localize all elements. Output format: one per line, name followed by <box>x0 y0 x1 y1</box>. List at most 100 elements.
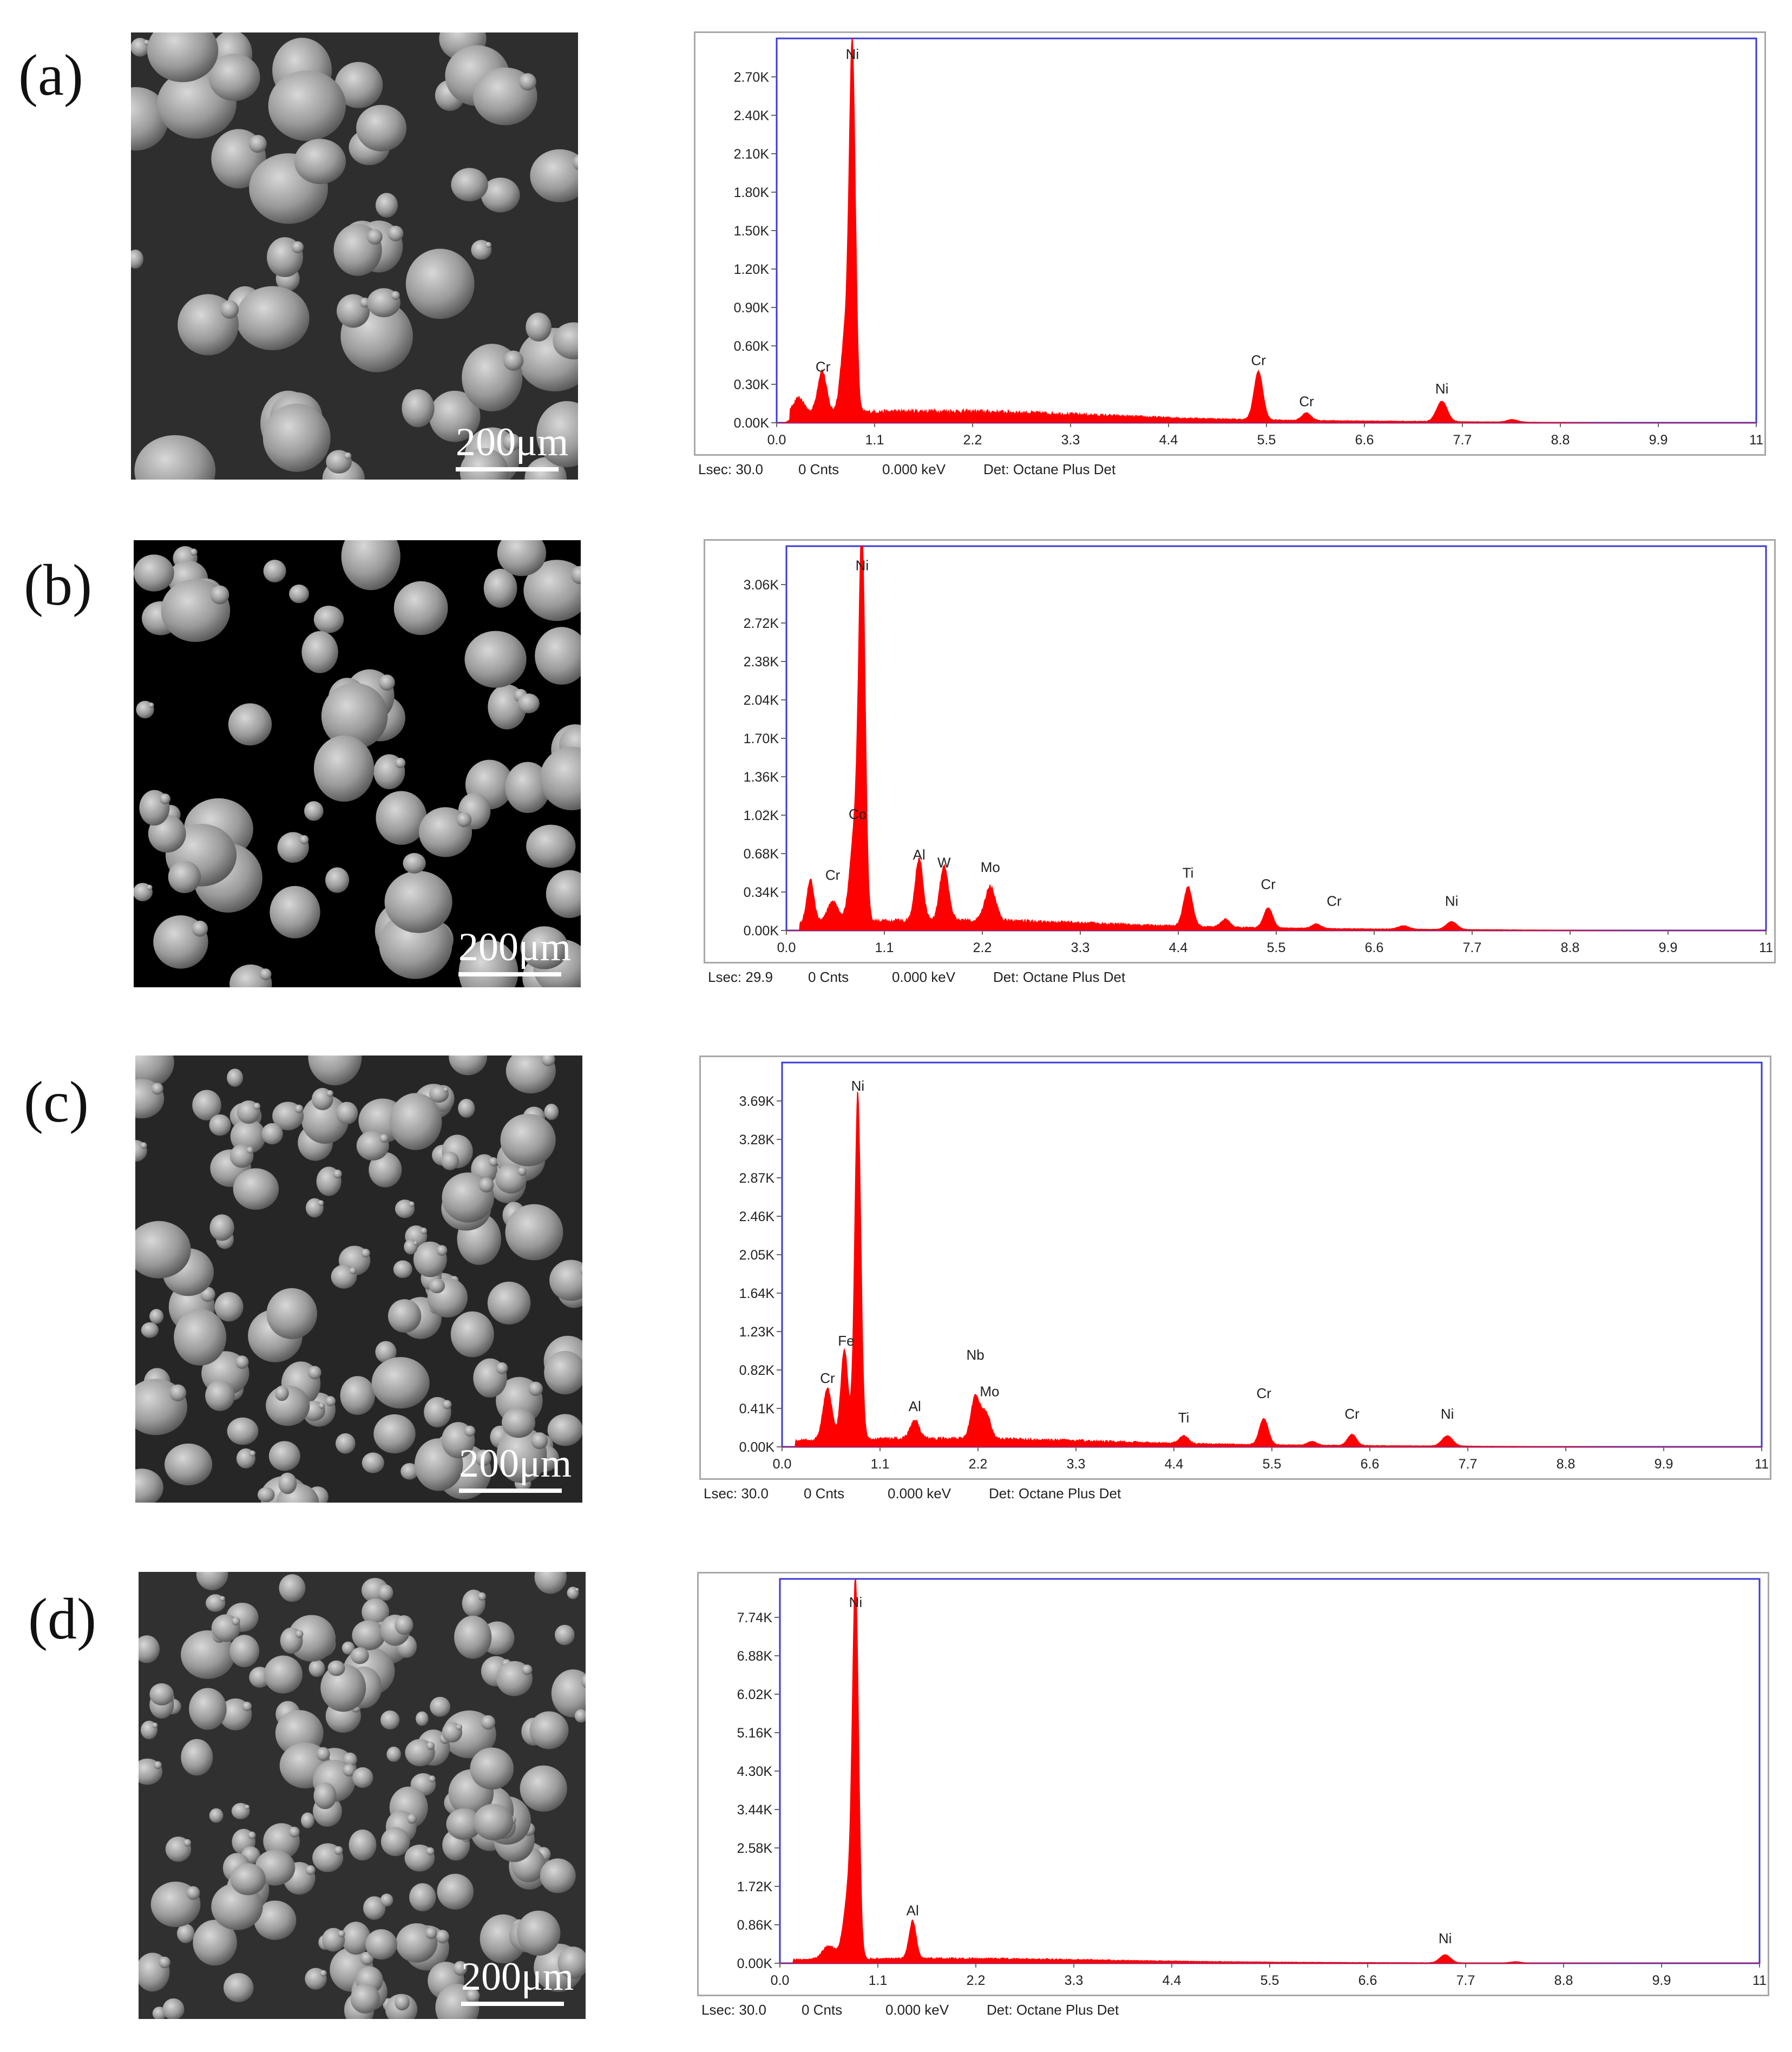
powder-particle <box>371 1357 430 1409</box>
powder-particle <box>481 178 520 213</box>
powder-particle <box>395 1615 413 1635</box>
x-tick-label: 4.4 <box>1165 1457 1184 1472</box>
y-tick-label: 1.72K <box>737 1879 773 1894</box>
satellite-particle <box>425 1927 437 1939</box>
powder-particle <box>261 1123 283 1145</box>
eds-spectrum-c: 0.00K 0.41K 0.82K 1.23K 1.64K 2.05K 2.46K 2.87K… <box>699 1055 1771 1480</box>
powder-particle <box>544 1350 582 1394</box>
scale-bar-b <box>458 972 561 976</box>
powder-particle <box>257 1487 275 1503</box>
y-tick-label: 1.50K <box>734 224 770 239</box>
x-tick-label: 2.2 <box>963 432 982 448</box>
satellite-particle <box>291 241 304 253</box>
x-tick-label: 0.0 <box>767 432 786 448</box>
y-tick-label: 2.40K <box>734 108 770 123</box>
scale-bar-label-a: 200μm <box>456 420 569 464</box>
y-tick-label: 0.90K <box>734 300 770 316</box>
powder-particle <box>517 693 540 713</box>
powder-particle <box>375 1341 397 1363</box>
powder-particle <box>453 1961 468 1976</box>
y-tick-label: 0.00K <box>744 923 779 939</box>
footer-kev-d: 0.000 keV <box>885 2002 949 2018</box>
footer-lsec-b: Lsec: 29.9 <box>708 969 773 985</box>
x-tick-label: 6.6 <box>1355 432 1374 448</box>
powder-particle <box>131 250 143 269</box>
y-tick-label: 1.80K <box>734 185 770 200</box>
satellite-particle <box>522 1664 533 1675</box>
y-tick-label: 1.23K <box>739 1325 775 1340</box>
x-tick-label: 2.2 <box>967 1973 986 1988</box>
powder-particle <box>341 1922 371 1955</box>
powder-particle <box>196 1572 228 1590</box>
y-tick-label: 0.82K <box>739 1363 775 1378</box>
powder-particle <box>181 1739 213 1776</box>
satellite-particle <box>485 242 491 248</box>
powder-particle <box>405 248 475 319</box>
spectrum-area <box>777 38 1756 423</box>
peak-label: Cr <box>1344 1406 1360 1422</box>
powder-particle <box>386 1746 401 1762</box>
powder-particle <box>540 1858 576 1893</box>
peak-label: Cr <box>1256 1385 1271 1401</box>
x-tick-label: 6.6 <box>1361 1457 1380 1472</box>
peak-label: Ti <box>1178 1409 1190 1426</box>
x-tick-label: 8.8 <box>1551 432 1570 448</box>
powder-particle <box>209 1808 224 1823</box>
satellite-particle <box>248 135 267 153</box>
peak-label: Cr <box>1251 352 1266 369</box>
powder-particle <box>320 1663 366 1712</box>
powder-particle <box>278 1472 297 1494</box>
sem-particles-b <box>134 540 581 987</box>
powder-particle <box>181 1630 235 1679</box>
powder-particle <box>487 1281 531 1325</box>
spectrum-area <box>782 1091 1762 1447</box>
y-tick-label: 6.02K <box>737 1687 773 1702</box>
footer-det-a: Det: Octane Plus Det <box>983 461 1116 477</box>
satellite-particle <box>250 1450 256 1457</box>
powder-particle <box>380 1710 400 1730</box>
satellite-particle <box>528 1381 543 1396</box>
satellite-particle <box>580 1265 582 1275</box>
satellite-particle <box>428 1775 436 1782</box>
y-tick-label: 6.88K <box>737 1649 773 1664</box>
y-tick-label: 0.60K <box>734 339 770 354</box>
y-tick-label: 3.69K <box>739 1094 775 1109</box>
powder-particle <box>321 683 388 749</box>
satellite-particle <box>307 1366 321 1380</box>
plot-frame <box>785 545 1767 932</box>
peak-label: Cr <box>1299 393 1314 409</box>
powder-particle <box>553 322 578 359</box>
powder-particle <box>529 1711 569 1749</box>
powder-particle <box>505 762 550 813</box>
plot-frame <box>781 1061 1763 1448</box>
x-tick-label: 3.3 <box>1071 940 1090 955</box>
x-tick-label: 7.7 <box>1456 1973 1475 1988</box>
footer-cnts-c: 0 Cnts <box>804 1485 845 1502</box>
powder-particle <box>135 1221 191 1279</box>
satellite-particle <box>316 1747 330 1761</box>
plot-frame <box>779 1578 1761 1964</box>
powder-particle <box>227 1068 244 1087</box>
footer-lsec-c: Lsec: 30.0 <box>704 1485 769 1502</box>
y-tick-label: 0.34K <box>744 885 779 900</box>
peak-label: Cr <box>1261 876 1276 892</box>
sem-particles-c <box>135 1055 582 1503</box>
satellite-particle <box>152 1722 158 1728</box>
powder-particle <box>254 1900 297 1940</box>
eds-spectrum-d: 0.00K 0.86K 1.72K 2.58K 3.44K 4.30K 5.16K 6.02K… <box>697 1572 1769 1996</box>
y-tick-label: 2.10K <box>734 147 770 162</box>
x-tick-label: 3.3 <box>1067 1457 1086 1472</box>
peak-label: Ni <box>1445 893 1459 909</box>
powder-particle <box>268 70 346 141</box>
powder-particle <box>342 1641 355 1655</box>
satellite-particle <box>343 1763 356 1777</box>
powder-particle <box>523 560 581 621</box>
peak-label: Ni <box>856 557 869 573</box>
powder-particle <box>430 1696 450 1717</box>
panel-label-a: (a) <box>18 43 83 108</box>
y-tick-label: 0.00K <box>737 1956 773 1971</box>
x-tick-label: 2.2 <box>973 940 992 955</box>
powder-particle <box>205 1380 235 1411</box>
footer-cnts-a: 0 Cnts <box>798 461 839 477</box>
satellite-particle <box>232 1617 240 1625</box>
